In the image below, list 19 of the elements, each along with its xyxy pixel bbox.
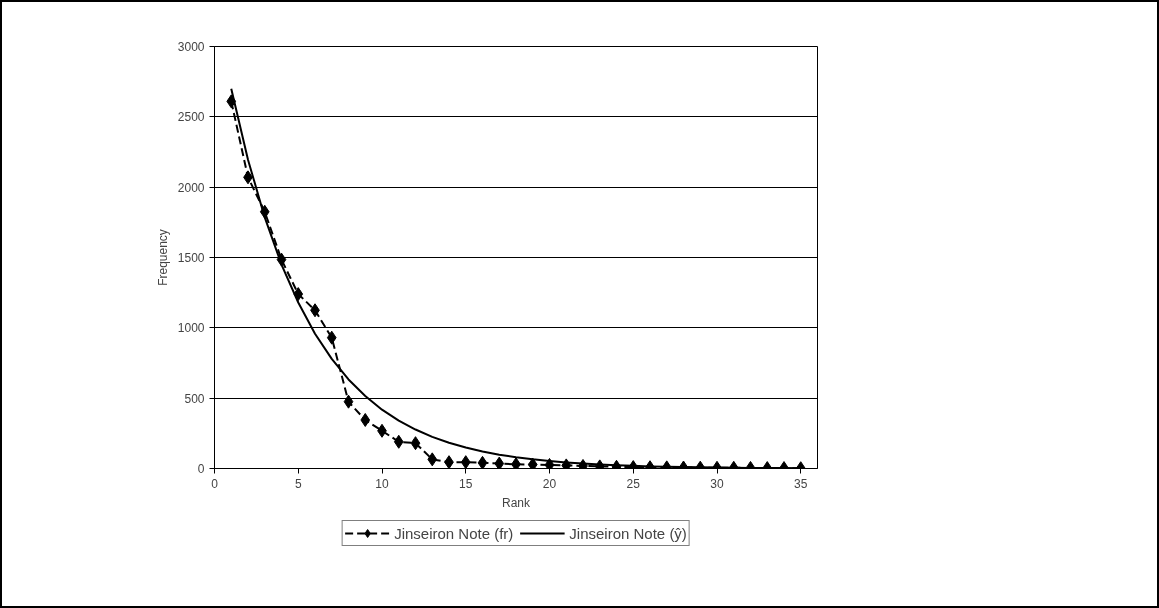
y-axis-title: Frequency [155, 229, 170, 286]
y-tick-label: 2000 [177, 180, 205, 195]
x-axis-title: Rank [501, 495, 532, 510]
x-tick-label: 25 [626, 476, 641, 491]
x-tick-label: 0 [211, 476, 219, 491]
y-tick-label: 0 [197, 462, 205, 476]
x-tick-label: 5 [294, 476, 302, 491]
legend-label: Jinseiron Note (fr) [394, 524, 514, 542]
x-tick-label: 20 [542, 476, 557, 491]
y-tick-label: 500 [184, 391, 205, 406]
x-tick-label: 10 [375, 476, 389, 491]
y-tick-label: 3000 [177, 40, 205, 54]
y-tick-label: 1000 [177, 321, 205, 336]
x-tick-label: 35 [794, 476, 808, 491]
legend-label: Jinseiron Note (ŷ) [569, 524, 687, 542]
y-tick-label: 1500 [177, 251, 205, 265]
x-tick-label: 15 [459, 476, 473, 491]
x-tick-label: 30 [710, 476, 724, 491]
y-tick-label: 2500 [177, 110, 205, 125]
